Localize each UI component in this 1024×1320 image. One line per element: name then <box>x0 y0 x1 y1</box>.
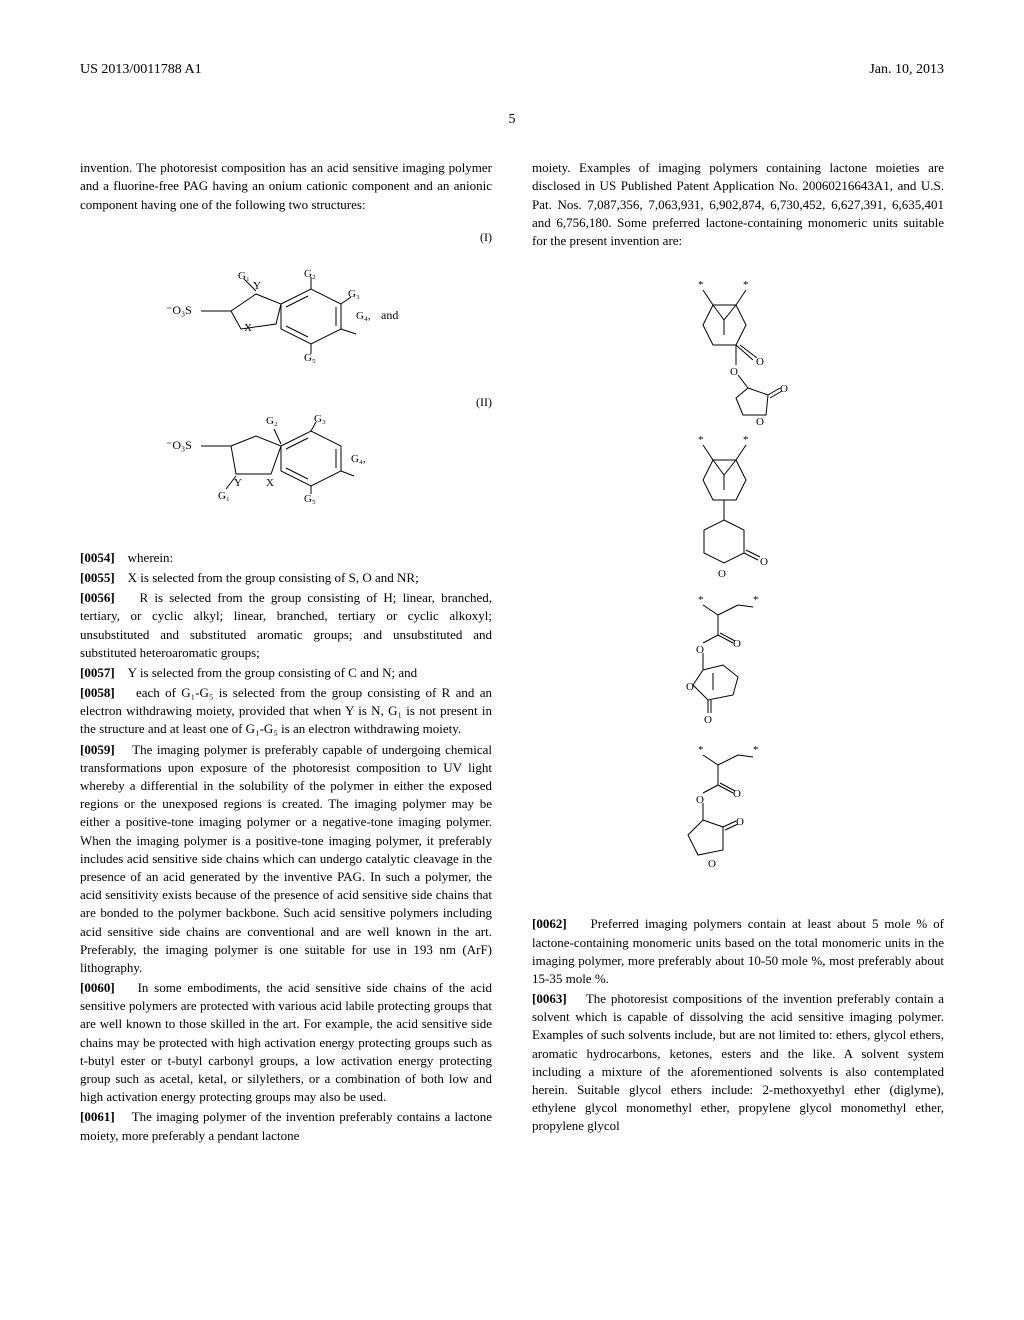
chemical-structure-II: (II) ⁻O₃S X Y G₁ G₂ G₃ G₄, <box>80 394 492 534</box>
para-58: [0058] each of G₁-G₅ is selected from th… <box>80 684 492 739</box>
svg-text:G₁: G₁ <box>218 490 230 502</box>
para-63: [0063] The photoresist compositions of t… <box>532 990 944 1136</box>
svg-text:*: * <box>698 434 704 446</box>
svg-text:*: * <box>753 744 759 756</box>
svg-text:O: O <box>760 556 768 568</box>
svg-text:*: * <box>698 594 704 606</box>
svg-text:Y: Y <box>253 280 261 292</box>
svg-text:*: * <box>698 744 704 756</box>
para-56: [0056] R is selected from the group cons… <box>80 589 492 662</box>
para-59: [0059] The imaging polymer is preferably… <box>80 741 492 977</box>
label-O3S: ⁻O₃S <box>166 303 192 317</box>
svg-text:O: O <box>704 714 712 726</box>
para-text-54: wherein: <box>128 550 173 565</box>
para-text-63: The photoresist compositions of the inve… <box>532 991 944 1133</box>
svg-text:O: O <box>780 383 788 395</box>
svg-text:*: * <box>698 279 704 291</box>
svg-text:*: * <box>753 594 759 606</box>
page-number: 5 <box>80 110 944 130</box>
para-62: [0062] Preferred imaging polymers contai… <box>532 915 944 988</box>
svg-text:O: O <box>733 638 741 650</box>
svg-text:O: O <box>730 366 738 378</box>
para-num-58: [0058] <box>80 685 115 700</box>
svg-text:G₅: G₅ <box>304 352 316 364</box>
svg-text:G₄,: G₄, <box>351 453 366 465</box>
para-55: [0055] X is selected from the group cons… <box>80 569 492 587</box>
para-num-55: [0055] <box>80 570 115 585</box>
para-57: [0057] Y is selected from the group cons… <box>80 664 492 682</box>
svg-text:O: O <box>756 416 764 428</box>
right-intro: moiety. Examples of imaging polymers con… <box>532 159 944 250</box>
para-text-60: In some embodiments, the acid sensitive … <box>80 980 492 1104</box>
svg-text:Y: Y <box>234 477 242 489</box>
right-column: moiety. Examples of imaging polymers con… <box>532 159 944 1147</box>
svg-text:O: O <box>708 858 716 870</box>
svg-text:X: X <box>244 322 252 334</box>
publication-date: Jan. 10, 2013 <box>869 60 944 80</box>
svg-text:O: O <box>686 681 694 693</box>
intro-text: invention. The photoresist composition h… <box>80 159 492 214</box>
svg-text:G₁: G₁ <box>238 270 250 282</box>
para-text-62: Preferred imaging polymers contain at le… <box>532 916 944 986</box>
para-text-61: The imaging polymer of the invention pre… <box>80 1109 492 1142</box>
para-num-62: [0062] <box>532 916 567 931</box>
svg-text:*: * <box>743 279 749 291</box>
svg-text:O: O <box>736 816 744 828</box>
lactone-structures: * * O O <box>532 270 944 895</box>
para-num-60: [0060] <box>80 980 115 995</box>
para-num-59: [0059] <box>80 742 115 757</box>
svg-text:*: * <box>743 434 749 446</box>
para-num-56: [0056] <box>80 590 115 605</box>
svg-text:O: O <box>756 356 764 368</box>
svg-text:O: O <box>733 788 741 800</box>
para-num-63: [0063] <box>532 991 567 1006</box>
chemical-structure-I: (I) ⁻O₃S X Y G₁ G₂ G₃ G₄, <box>80 229 492 379</box>
para-num-61: [0061] <box>80 1109 115 1124</box>
svg-text:G₅: G₅ <box>304 493 316 505</box>
left-column: invention. The photoresist composition h… <box>80 159 492 1147</box>
para-text-56: R is selected from the group consisting … <box>80 590 492 660</box>
para-text-59: The imaging polymer is preferably capabl… <box>80 742 492 975</box>
para-text-57: Y is selected from the group consisting … <box>128 665 417 680</box>
para-61: [0061] The imaging polymer of the invent… <box>80 1108 492 1144</box>
patent-number: US 2013/0011788 A1 <box>80 60 202 80</box>
svg-text:G₄,: G₄, <box>356 310 371 322</box>
svg-text:⁻O₃S: ⁻O₃S <box>166 438 192 452</box>
svg-text:G₂: G₂ <box>304 268 316 280</box>
para-54: [0054] wherein: <box>80 549 492 567</box>
para-text-58: each of G₁-G₅ is selected from the group… <box>80 685 492 736</box>
svg-text:X: X <box>266 477 274 489</box>
para-text-55: X is selected from the group consisting … <box>128 570 419 585</box>
structure-label-I: (I) <box>480 229 492 246</box>
structure-label-II: (II) <box>476 394 492 411</box>
svg-text:O: O <box>718 568 726 580</box>
svg-text:and: and <box>381 308 398 322</box>
para-num-54: [0054] <box>80 550 115 565</box>
para-60: [0060] In some embodiments, the acid sen… <box>80 979 492 1106</box>
svg-text:G₂: G₂ <box>266 415 278 427</box>
para-num-57: [0057] <box>80 665 115 680</box>
